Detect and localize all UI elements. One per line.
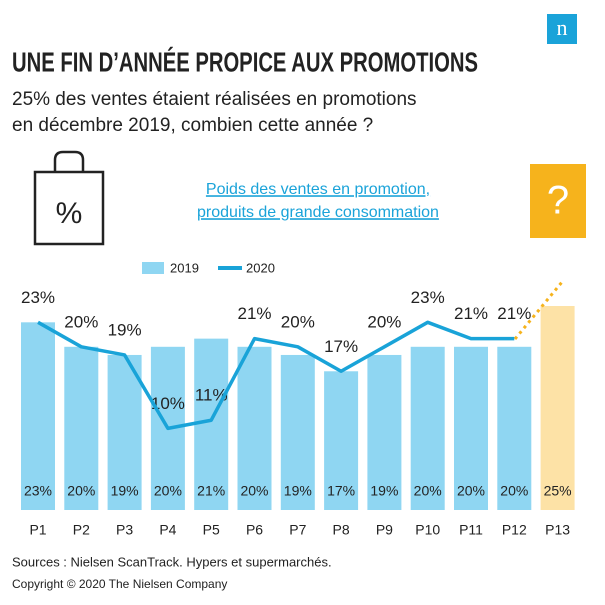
bar xyxy=(194,338,229,510)
logo: n xyxy=(557,15,568,40)
x-tick-label: P7 xyxy=(289,522,306,538)
line-label: 20% xyxy=(367,312,401,331)
bag-icon xyxy=(33,150,105,246)
x-tick-label: P12 xyxy=(502,522,527,538)
line-label: 20% xyxy=(281,312,315,331)
bar-label: 20% xyxy=(154,483,182,499)
line-label: 21% xyxy=(237,304,271,323)
bar-label: 19% xyxy=(284,483,312,499)
subtitle: 25% des ventes étaient réalisées en prom… xyxy=(12,89,417,110)
legend-swatch xyxy=(142,262,164,274)
bar-label: 17% xyxy=(327,483,355,499)
question: ? xyxy=(547,179,569,223)
chart-subtitle: produits de grande consommation xyxy=(197,204,439,221)
line-label: 23% xyxy=(411,288,445,307)
bar xyxy=(280,354,315,510)
bar-label: 20% xyxy=(67,483,95,499)
chart-subtitle: Poids des ventes en promotion, xyxy=(206,181,430,198)
x-tick-label: P10 xyxy=(415,522,440,538)
bar-label: 20% xyxy=(500,483,528,499)
bar xyxy=(324,371,359,510)
x-tick-label: P11 xyxy=(459,522,483,538)
bar xyxy=(454,346,488,510)
x-tick-label: P8 xyxy=(333,522,350,538)
x-tick-label: P5 xyxy=(203,522,220,538)
x-tick-label: P3 xyxy=(116,522,133,538)
line-label: 10% xyxy=(151,394,185,413)
line-label: 21% xyxy=(497,304,531,323)
bar-label: 23% xyxy=(24,483,52,499)
bar-label: 20% xyxy=(457,483,485,499)
line-label: 21% xyxy=(454,304,488,323)
line-label: 11% xyxy=(195,386,228,405)
bar-label: 19% xyxy=(370,483,398,499)
subtitle: en décembre 2019, combien cette année ? xyxy=(12,115,373,136)
x-tick-label: P9 xyxy=(376,522,393,538)
bar-label: 25% xyxy=(544,483,572,499)
line-label: 23% xyxy=(21,288,55,307)
x-tick-label: P2 xyxy=(73,522,90,538)
logo-box xyxy=(547,14,577,44)
x-tick-label: P1 xyxy=(29,522,46,538)
line xyxy=(37,320,515,431)
title: UNE FIN D’ANNÉE PROPICE AUX PROMOTIONS xyxy=(12,46,478,77)
bar xyxy=(497,346,532,510)
line-label: 19% xyxy=(108,320,142,339)
copyright: Copyright © 2020 The Nielsen Company xyxy=(12,577,227,591)
bar-label: 19% xyxy=(111,483,139,499)
bar-label: 20% xyxy=(414,483,442,499)
legend-label: 2019 xyxy=(170,260,199,275)
projection xyxy=(513,281,564,340)
sources: Sources : Nielsen ScanTrack. Hypers et s… xyxy=(12,554,332,569)
question-box xyxy=(530,164,586,238)
bar-label: 21% xyxy=(197,483,225,499)
bar xyxy=(540,306,575,510)
x-tick-label: P6 xyxy=(246,522,263,538)
x-tick-label: P13 xyxy=(545,522,570,538)
bar xyxy=(21,322,55,510)
bar xyxy=(237,346,272,510)
bar xyxy=(367,354,402,510)
bar xyxy=(64,346,99,510)
bag-label: % xyxy=(56,197,83,230)
bar xyxy=(410,346,445,510)
x-tick-label: P4 xyxy=(159,522,176,538)
bar xyxy=(107,354,142,510)
legend-label: 2020 xyxy=(246,260,275,275)
bar-label: 20% xyxy=(240,483,268,499)
line-label: 17% xyxy=(324,337,358,356)
line-label: 20% xyxy=(64,312,98,331)
